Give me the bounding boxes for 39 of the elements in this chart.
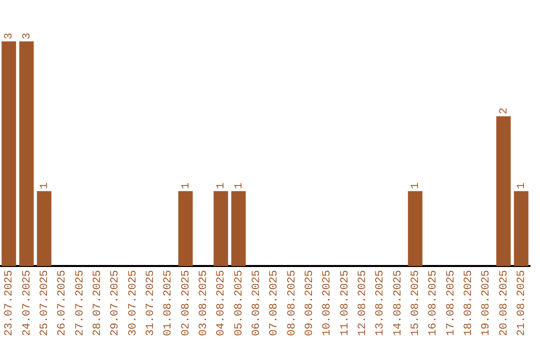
x-tick-label: 25.07.2025 — [39, 270, 52, 336]
x-tick-label: 29.07.2025 — [110, 270, 122, 336]
x-tick-label: 15.08.2025 — [410, 270, 422, 336]
x-tick-label: 24.07.2025 — [21, 270, 34, 336]
x-tick-label: 05.08.2025 — [233, 270, 246, 336]
x-tick-label: 26.07.2025 — [56, 270, 69, 336]
data-label: 1 — [410, 182, 422, 190]
data-label: 3 — [21, 32, 34, 40]
x-tick-label: 08.08.2025 — [286, 270, 298, 336]
data-label: 1 — [39, 182, 52, 190]
x-tick-label: 30.07.2025 — [127, 270, 140, 336]
data-label: 1 — [233, 182, 246, 190]
x-tick-label: 17.08.2025 — [445, 270, 458, 336]
x-tick-label: 27.07.2025 — [74, 270, 86, 336]
data-label: 1 — [216, 182, 228, 190]
x-tick-label: 09.08.2025 — [304, 270, 316, 336]
x-tick-label: 20.08.2025 — [498, 270, 510, 336]
x-tick-label: 21.08.2025 — [516, 270, 528, 336]
x-tick-label: 11.08.2025 — [339, 270, 352, 336]
x-tick-label: 14.08.2025 — [392, 270, 404, 336]
x-tick-label: 23.07.2025 — [4, 270, 16, 336]
x-tick-label: 31.07.2025 — [145, 270, 158, 336]
x-tick-label: 01.08.2025 — [162, 270, 175, 336]
data-label: 1 — [180, 182, 192, 190]
x-tick-label: 07.08.2025 — [268, 270, 281, 336]
x-tick-label: 12.08.2025 — [357, 270, 370, 336]
x-tick-label: 18.08.2025 — [463, 270, 476, 336]
x-tick-label: 04.08.2025 — [216, 270, 228, 336]
data-label: 2 — [498, 108, 510, 114]
x-tick-label: 13.08.2025 — [374, 270, 387, 336]
x-tick-label: 19.08.2025 — [480, 270, 493, 336]
x-tick-label: 10.08.2025 — [322, 270, 334, 336]
data-label: 3 — [4, 32, 16, 40]
x-tick-label: 03.08.2025 — [198, 270, 210, 336]
x-tick-label: 02.08.2025 — [180, 270, 192, 336]
x-tick-label: 28.07.2025 — [92, 270, 104, 336]
x-tick-label: 16.08.2025 — [428, 270, 440, 336]
x-tick-label: 06.08.2025 — [251, 270, 264, 336]
data-label: 1 — [516, 182, 528, 190]
